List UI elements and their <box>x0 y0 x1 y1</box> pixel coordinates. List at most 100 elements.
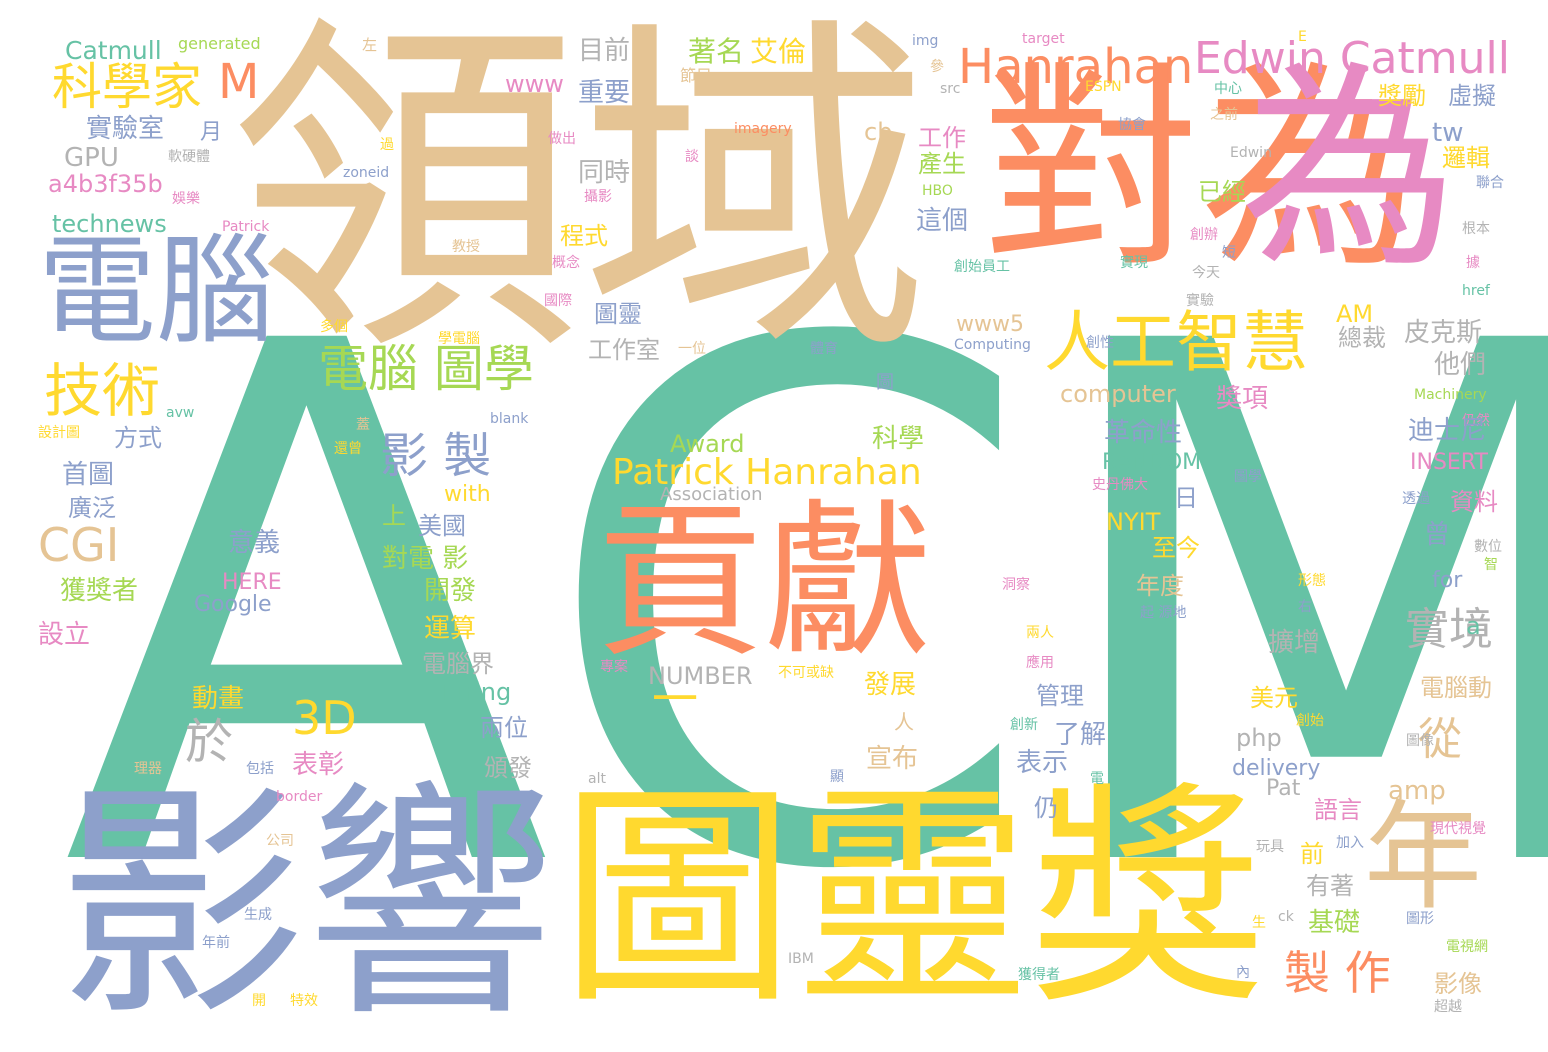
word-blank: blank <box>490 411 529 427</box>
word-kexuejia: 科學家 <box>52 58 202 116</box>
word-tuxue-small: 圖學 <box>1234 469 1262 485</box>
word-jiaru: 加入 <box>1336 835 1364 851</box>
word-luoji: 邏輯 <box>1442 144 1490 172</box>
word-am: AM <box>1336 300 1374 328</box>
word-tulingjiang: 圖靈獎 <box>560 763 1265 1036</box>
word-edwin-catmull: Edwin Catmull <box>1194 33 1510 84</box>
word-genben: 根本 <box>1462 221 1490 237</box>
word-pat: Pat <box>1266 776 1301 801</box>
word-yiwei: 一位 <box>678 341 706 357</box>
word-a: a <box>1466 612 1481 640</box>
word-shiyan: 實驗 <box>1186 293 1214 309</box>
word-jintian: 今天 <box>1192 265 1220 281</box>
word-dui: 對為 <box>982 44 1418 297</box>
word-biaoshi: 表示 <box>1016 748 1069 778</box>
word-fazhan: 發展 <box>864 670 917 700</box>
word-zoneid: zoneid <box>343 165 390 181</box>
word-shiyanshi: 實驗室 <box>86 114 165 144</box>
word-sidanfodaxue: 史丹佛大 <box>1092 477 1148 493</box>
word-m: M <box>218 54 260 110</box>
word-nyit: NYIT <box>1106 508 1161 536</box>
word-shengcheng: 生成 <box>244 907 272 923</box>
word-nianqian: 年前 <box>202 935 230 951</box>
word-nei: 內 <box>1236 965 1250 981</box>
word-meiyuan: 美元 <box>1250 684 1298 712</box>
word-hbo: HBO <box>922 183 953 199</box>
word-ailun: 艾倫 <box>750 35 807 68</box>
word-cgi: CGI <box>38 518 120 572</box>
word-with: with <box>444 482 491 507</box>
word-google: Google <box>194 592 272 617</box>
word-biaozhang: 表彰 <box>292 750 345 780</box>
word-tiyu: 體育 <box>810 341 838 357</box>
word-patrick: Patrick <box>222 219 270 235</box>
word-yule: 娛樂 <box>172 191 200 207</box>
word-dianshiwang: 電視網 <box>1446 939 1488 955</box>
word-generated: generated <box>178 34 261 53</box>
word-href: href <box>1462 283 1490 299</box>
word-you: 右 <box>1298 599 1312 615</box>
word-lingyu: 領域 <box>230 0 930 397</box>
word-tongshi: 同時 <box>578 158 631 188</box>
word-huodezhe: 獲得者 <box>1018 967 1060 983</box>
word-yuyan: 語言 <box>1314 796 1362 824</box>
word-espn: ESPN <box>1085 79 1122 95</box>
word-niandu: 年度 <box>1136 572 1184 600</box>
word-xuediannao: 學電腦 <box>438 331 480 347</box>
word-qiyuandi: 起 源地 <box>1140 605 1187 621</box>
word-jiemu: 節目 <box>680 66 713 85</box>
word-yu: 於 <box>185 714 234 770</box>
word-qian: 前 <box>1300 840 1324 868</box>
word-catmull: Catmull <box>65 36 162 65</box>
word-computer: computer <box>1060 380 1176 408</box>
word-jishu: 技術 <box>44 357 161 425</box>
word-shang: 上 <box>382 502 406 530</box>
word-texiao: 特效 <box>290 993 318 1009</box>
word-bukehuoque: 不可或缺 <box>778 665 834 681</box>
word-muqian: 目前 <box>578 36 631 66</box>
word-baokuo: 包括 <box>246 761 274 777</box>
word-ceng: 曾 <box>1424 520 1451 550</box>
word-img: img <box>912 33 939 49</box>
word-kexue: 科學 <box>872 424 925 454</box>
word-jichu: 基礎 <box>1308 908 1361 938</box>
word-duidianying: 對電 影 <box>382 544 469 574</box>
word-ju: 據 <box>1466 255 1480 271</box>
word-guanli: 管理 <box>1036 682 1084 710</box>
word-nian: 年 <box>1364 788 1483 926</box>
word-target: target <box>1022 31 1065 47</box>
word-dishini: 迪士尼 <box>1408 416 1487 446</box>
word-turing: Turing <box>438 678 512 706</box>
word-here: HERE <box>222 570 282 595</box>
word-edwin: Edwin <box>1230 145 1272 161</box>
word-cb: cb <box>864 118 893 146</box>
word-fangshi: 方式 <box>114 424 162 452</box>
word-xuni: 虛擬 <box>1448 82 1496 110</box>
word-cong: 從 <box>1418 714 1462 765</box>
word-duan: 短 <box>1222 245 1236 261</box>
word-ruanyingti: 軟硬體 <box>168 149 210 165</box>
word-tw: tw <box>1432 118 1464 148</box>
word-zhuming: 著名 <box>688 35 745 68</box>
word-acm: ACM <box>62 193 1548 1026</box>
word-ren: 人 <box>894 710 914 734</box>
word-sheng: 生 <box>1252 915 1266 931</box>
word-yingxiang: 影響 <box>58 762 554 1050</box>
word-alt: alt <box>588 771 606 787</box>
word-dongcha: 洞察 <box>1002 577 1030 593</box>
word-zhongxin: 中心 <box>1214 81 1242 97</box>
word-zongcai: 總裁 <box>1338 324 1386 352</box>
word-gongzuo: 工作 <box>918 124 966 152</box>
word-liangren: 兩人 <box>1026 625 1054 641</box>
word-gongsi: 公司 <box>266 833 294 849</box>
word-zhi-zuo: 製 作 <box>1284 946 1391 1000</box>
word-yiyi: 意義 <box>228 528 281 558</box>
word-tuxiang: 圖像 <box>1406 733 1434 749</box>
word-yingyong: 應用 <box>1026 655 1054 671</box>
word-guo: 過 <box>380 137 394 153</box>
word-zhi: 智 <box>1484 557 1498 573</box>
word-ri: 日 <box>1174 484 1198 512</box>
word-kai: 開 <box>252 993 266 1009</box>
word-technews: technews <box>52 210 167 238</box>
word-xiehui: 協會 <box>1118 117 1146 133</box>
